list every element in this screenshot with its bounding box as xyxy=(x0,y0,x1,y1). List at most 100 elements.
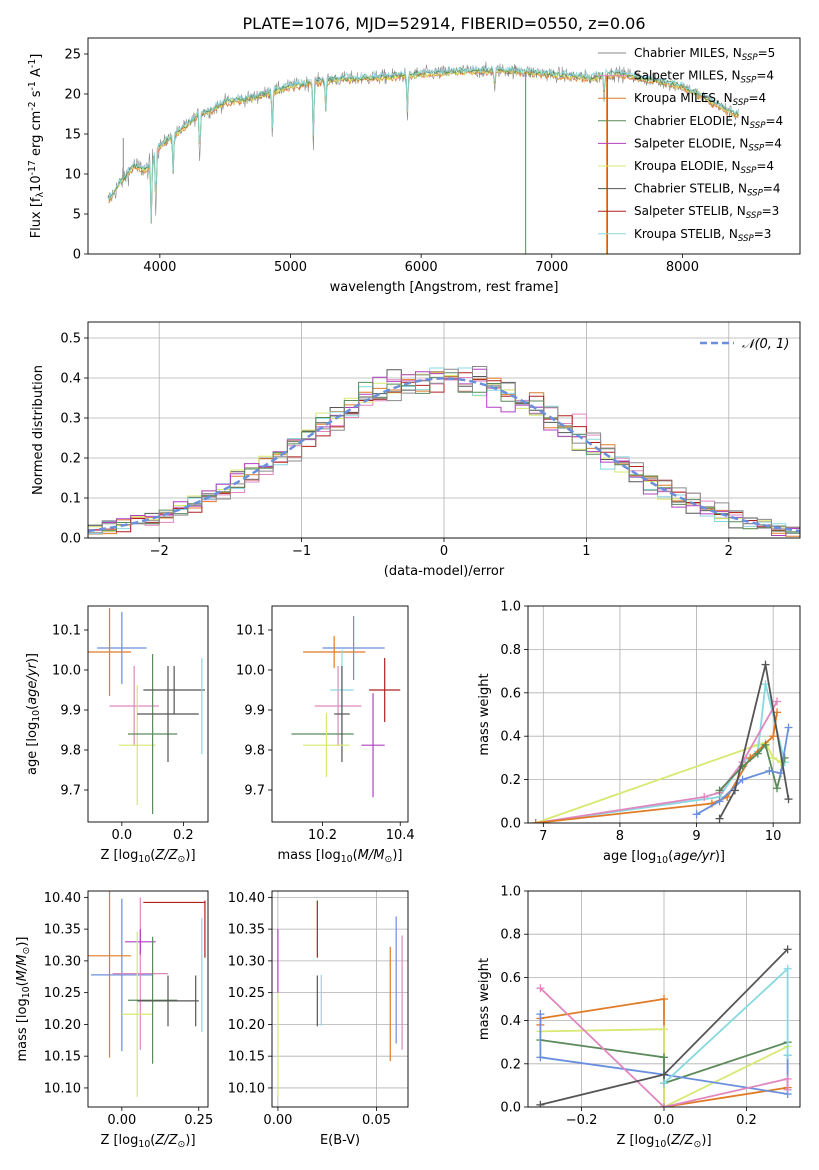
axes-frame xyxy=(87,605,209,823)
y-tick-label: 0.5 xyxy=(60,332,81,347)
weight-marker xyxy=(753,749,762,758)
legend-entry: Salpeter STELIB, NSSP=3 xyxy=(634,204,779,221)
errorbar-point xyxy=(369,658,401,722)
errorbar-point xyxy=(137,666,199,762)
axes-frame xyxy=(87,890,209,1108)
y-tick-label: 0.0 xyxy=(500,817,521,832)
y-tick-label: 10.1 xyxy=(236,624,265,639)
weight-marker xyxy=(783,964,792,973)
y-tick-label: 10 xyxy=(64,168,81,183)
x-tick-label: 2 xyxy=(725,544,733,559)
y-tick-label: 0.4 xyxy=(500,1014,521,1029)
x-tick-label: 5000 xyxy=(274,260,307,275)
x-axis-label: Z [log10(Z/Z⊙)] xyxy=(100,1133,195,1150)
axes-age_vs_mass: 10.2 10.4 9.7 9.8 9.9 10.0 10.1 mass [log10(M/M… xyxy=(236,605,415,865)
weight-series-line xyxy=(663,966,789,1084)
legend-entry: Salpeter ELODIE, NSSP=4 xyxy=(634,136,782,153)
y-tick-label: 10.40 xyxy=(44,891,81,906)
y-tick-label: 9.7 xyxy=(244,784,265,799)
errorbar-point xyxy=(334,666,350,762)
plot-area xyxy=(88,608,205,814)
y-tick-label: 10.35 xyxy=(44,923,81,938)
errorbar-point xyxy=(109,666,159,746)
plot-area xyxy=(88,366,800,538)
y-tick-label: 9.7 xyxy=(60,784,81,799)
errorbar-point xyxy=(91,898,153,1052)
y-tick-label: 0.4 xyxy=(500,730,521,745)
x-tick-label: 0.05 xyxy=(362,1113,391,1128)
y-tick-label: 1.0 xyxy=(500,885,521,900)
y-tick-label: 10.20 xyxy=(228,1018,265,1033)
y-tick-label: 10.10 xyxy=(228,1081,265,1096)
x-tick-label: −0.2 xyxy=(566,1113,598,1128)
y-tick-label: 0.1 xyxy=(60,492,81,507)
y-tick-label: 9.9 xyxy=(60,704,81,719)
y-tick-label: 10.30 xyxy=(228,954,265,969)
y-tick-label: 20 xyxy=(64,88,81,103)
y-tick-label: 0.2 xyxy=(60,452,81,467)
x-tick-label: 0 xyxy=(440,544,448,559)
histogram-series xyxy=(88,366,800,537)
y-tick-label: 10.40 xyxy=(228,891,265,906)
weight-marker xyxy=(715,786,724,795)
errorbar-point xyxy=(143,666,205,714)
weight-marker xyxy=(700,792,709,801)
axes-weight_vs_age: 7 8 9 10 0.0 0.2 0.4 0.6 0.8 1.0 age [log10(age/yr… xyxy=(477,600,801,866)
weight-marker xyxy=(730,786,739,795)
weight-marker xyxy=(536,1053,545,1062)
x-tick-label: 10.2 xyxy=(308,828,337,843)
plot-area xyxy=(536,945,792,1107)
legend-entry: 𝒩(0, 1) xyxy=(742,337,789,352)
weight-marker xyxy=(660,1053,668,1062)
weight-marker xyxy=(660,1025,668,1034)
y-tick-label: 10.15 xyxy=(44,1050,81,1065)
errorbar-point xyxy=(97,612,147,684)
x-tick-label: 4000 xyxy=(143,260,176,275)
errorbar-point xyxy=(128,936,178,1064)
weight-marker xyxy=(738,775,747,784)
x-tick-label: 0.0 xyxy=(654,1113,675,1128)
axes-mass_vs_ebv: 0.00 0.05 10.10 10.15 10.20 10.25 10.30 10.35 10… xyxy=(228,890,409,1148)
y-tick-label: 9.8 xyxy=(60,744,81,759)
weight-marker xyxy=(773,697,782,706)
weight-marker xyxy=(784,795,793,804)
axes-frame xyxy=(271,890,409,1108)
x-tick-label: 7000 xyxy=(535,260,568,275)
weight-marker xyxy=(660,1070,668,1079)
y-tick-label: 0.6 xyxy=(500,686,521,701)
weight-marker xyxy=(660,1103,668,1107)
weight-marker xyxy=(660,995,668,1003)
grid xyxy=(272,891,408,1107)
y-tick-label: 15 xyxy=(64,128,81,143)
y-axis-label: Normed distribution xyxy=(31,365,46,495)
weight-marker xyxy=(773,784,782,793)
errorbar-point xyxy=(303,713,350,778)
weight-marker xyxy=(783,1051,792,1060)
grid xyxy=(528,605,800,824)
legend-entry: Chabrier STELIB, NSSP=4 xyxy=(634,182,781,199)
x-tick-label: 7 xyxy=(539,829,547,844)
x-tick-label: 0.00 xyxy=(107,1113,136,1128)
weight-series-line xyxy=(718,743,786,792)
plot-area xyxy=(277,900,403,1097)
axes-weight_vs_Z: −0.2 0.0 0.2 0.0 0.2 0.4 0.6 0.8 1.0 Z [log10(Z/Z… xyxy=(477,885,801,1150)
y-tick-label: 10.0 xyxy=(236,664,265,679)
axes-frame xyxy=(271,605,409,823)
legend-entry: Kroupa ELODIE, NSSP=4 xyxy=(634,159,774,176)
x-axis-label: wavelength [Angstrom, rest frame] xyxy=(330,280,559,295)
y-tick-label: 0 xyxy=(73,248,81,263)
x-tick-label: 0.00 xyxy=(263,1113,292,1128)
weight-marker xyxy=(783,945,792,954)
y-tick-label: 0.0 xyxy=(500,1101,521,1116)
x-axis-label: Z [log10(Z/Z⊙)] xyxy=(100,848,195,865)
legend-entry: Kroupa MILES, NSSP=4 xyxy=(634,91,766,108)
legend-entry: Salpeter MILES, NSSP=4 xyxy=(634,69,774,86)
errorbar-point xyxy=(112,897,168,1050)
x-tick-label: 0.2 xyxy=(736,1113,757,1128)
y-tick-label: 10.10 xyxy=(44,1081,81,1096)
axes-frame xyxy=(87,321,801,539)
y-tick-label: 10.25 xyxy=(228,986,265,1001)
weight-marker xyxy=(536,1010,545,1019)
y-tick-label: 0.8 xyxy=(500,928,521,943)
